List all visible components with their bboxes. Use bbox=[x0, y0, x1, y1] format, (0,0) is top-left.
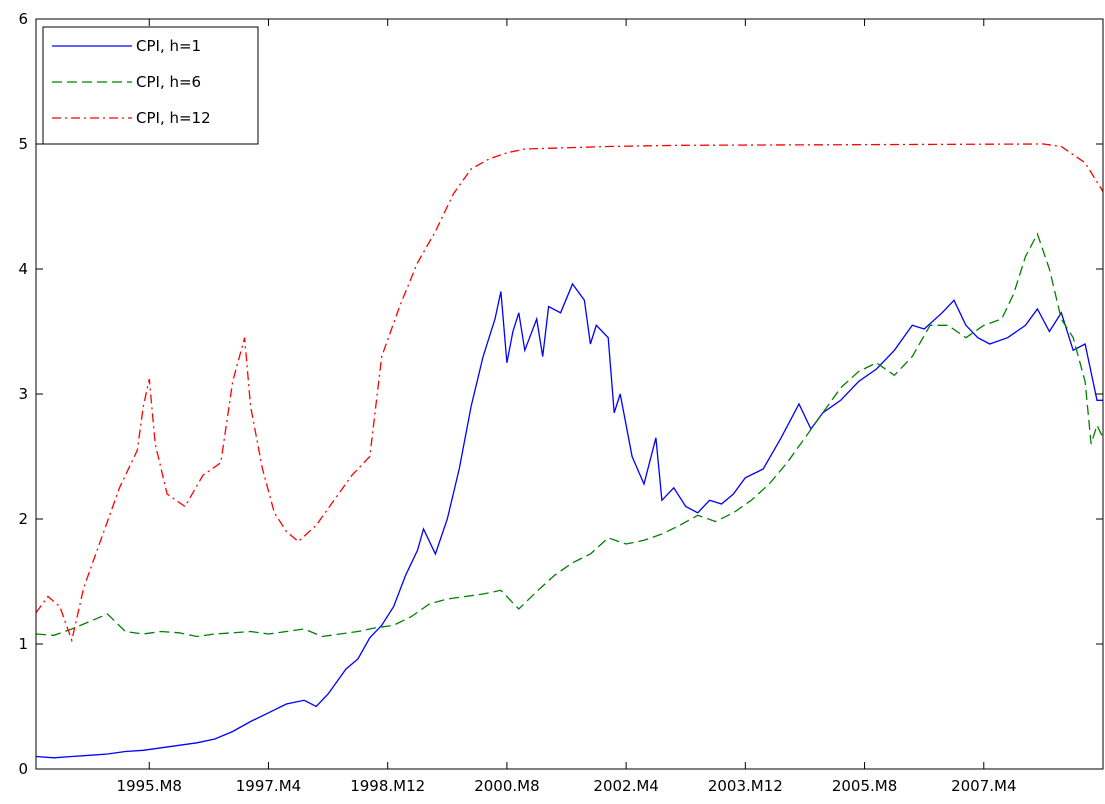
y-tick-label: 3 bbox=[18, 385, 28, 403]
y-tick-label: 4 bbox=[18, 260, 28, 278]
series-line-1 bbox=[35, 282, 1103, 759]
x-tick-label: 2007.M4 bbox=[951, 777, 1016, 795]
y-tick-label: 5 bbox=[18, 135, 28, 153]
legend-label-2: CPI, h=6 bbox=[136, 73, 201, 91]
y-tick-label: 0 bbox=[18, 760, 28, 778]
y-tick-label: 1 bbox=[18, 635, 28, 653]
legend-label-1: CPI, h=1 bbox=[136, 37, 201, 55]
x-tick-label: 2000.M8 bbox=[474, 777, 539, 795]
series-line-2 bbox=[35, 232, 1104, 638]
series-line-3 bbox=[35, 143, 1104, 643]
x-tick-label: 1998.M12 bbox=[350, 777, 425, 795]
x-tick-label: 1995.M8 bbox=[117, 777, 182, 795]
legend-label-3: CPI, h=12 bbox=[136, 109, 211, 127]
y-tick-label: 2 bbox=[18, 510, 28, 528]
x-tick-label: 2003.M12 bbox=[708, 777, 783, 795]
legend: CPI, h=1 CPI, h=6 CPI, h=12 bbox=[42, 26, 259, 145]
tick-layer: 0 1 2 3 4 5 6 1995.M8 1997.M4 1998.M12 2000.M8 2002… bbox=[18, 10, 1103, 795]
x-tick-label: 2005.M8 bbox=[832, 777, 897, 795]
y-tick-label: 6 bbox=[18, 10, 28, 28]
x-tick-label: 1997.M4 bbox=[236, 777, 301, 795]
x-tick-label: 2002.M4 bbox=[593, 777, 658, 795]
series-layer bbox=[35, 143, 1104, 759]
